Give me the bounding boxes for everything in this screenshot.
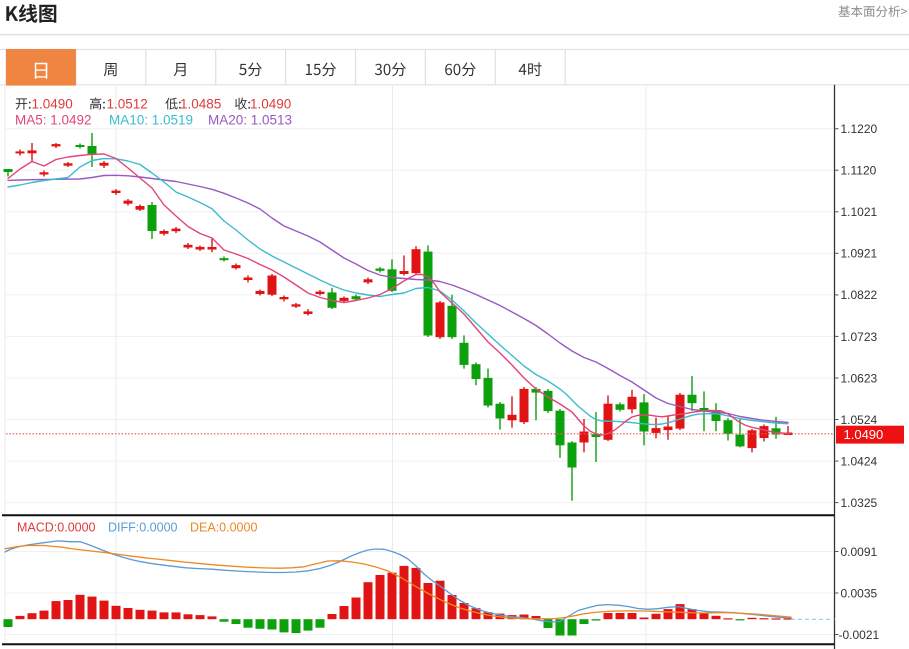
svg-text:1.0490: 1.0490 bbox=[844, 427, 884, 442]
svg-text:MA5: 1.0492: MA5: 1.0492 bbox=[15, 113, 92, 128]
svg-text:1.1021: 1.1021 bbox=[841, 205, 878, 219]
svg-text:MACD:0.0000: MACD:0.0000 bbox=[17, 521, 96, 535]
svg-text:DIFF:0.0000: DIFF:0.0000 bbox=[108, 521, 178, 535]
svg-text:1.0524: 1.0524 bbox=[841, 413, 878, 427]
svg-text:1.0512: 1.0512 bbox=[107, 97, 148, 112]
svg-text:1.0424: 1.0424 bbox=[841, 454, 878, 468]
svg-text:1.0325: 1.0325 bbox=[841, 496, 878, 510]
svg-text:1.0490: 1.0490 bbox=[250, 97, 291, 112]
svg-text:1.1120: 1.1120 bbox=[841, 164, 877, 178]
svg-text:1.0623: 1.0623 bbox=[841, 371, 878, 385]
svg-text:-0.0021: -0.0021 bbox=[839, 628, 880, 642]
svg-text:1.0723: 1.0723 bbox=[841, 330, 878, 344]
svg-text:MA20: 1.0513: MA20: 1.0513 bbox=[208, 113, 292, 128]
svg-text:1.1220: 1.1220 bbox=[841, 122, 878, 136]
svg-text:0.0035: 0.0035 bbox=[841, 586, 878, 600]
svg-text:MA10: 1.0519: MA10: 1.0519 bbox=[109, 113, 193, 128]
svg-text:1.0921: 1.0921 bbox=[841, 247, 878, 261]
svg-text:DEA:0.0000: DEA:0.0000 bbox=[190, 521, 257, 535]
svg-text:1.0822: 1.0822 bbox=[841, 288, 878, 302]
svg-text:1.0485: 1.0485 bbox=[180, 97, 221, 112]
svg-text:0.0091: 0.0091 bbox=[841, 545, 878, 559]
svg-text:1.0490: 1.0490 bbox=[32, 97, 73, 112]
